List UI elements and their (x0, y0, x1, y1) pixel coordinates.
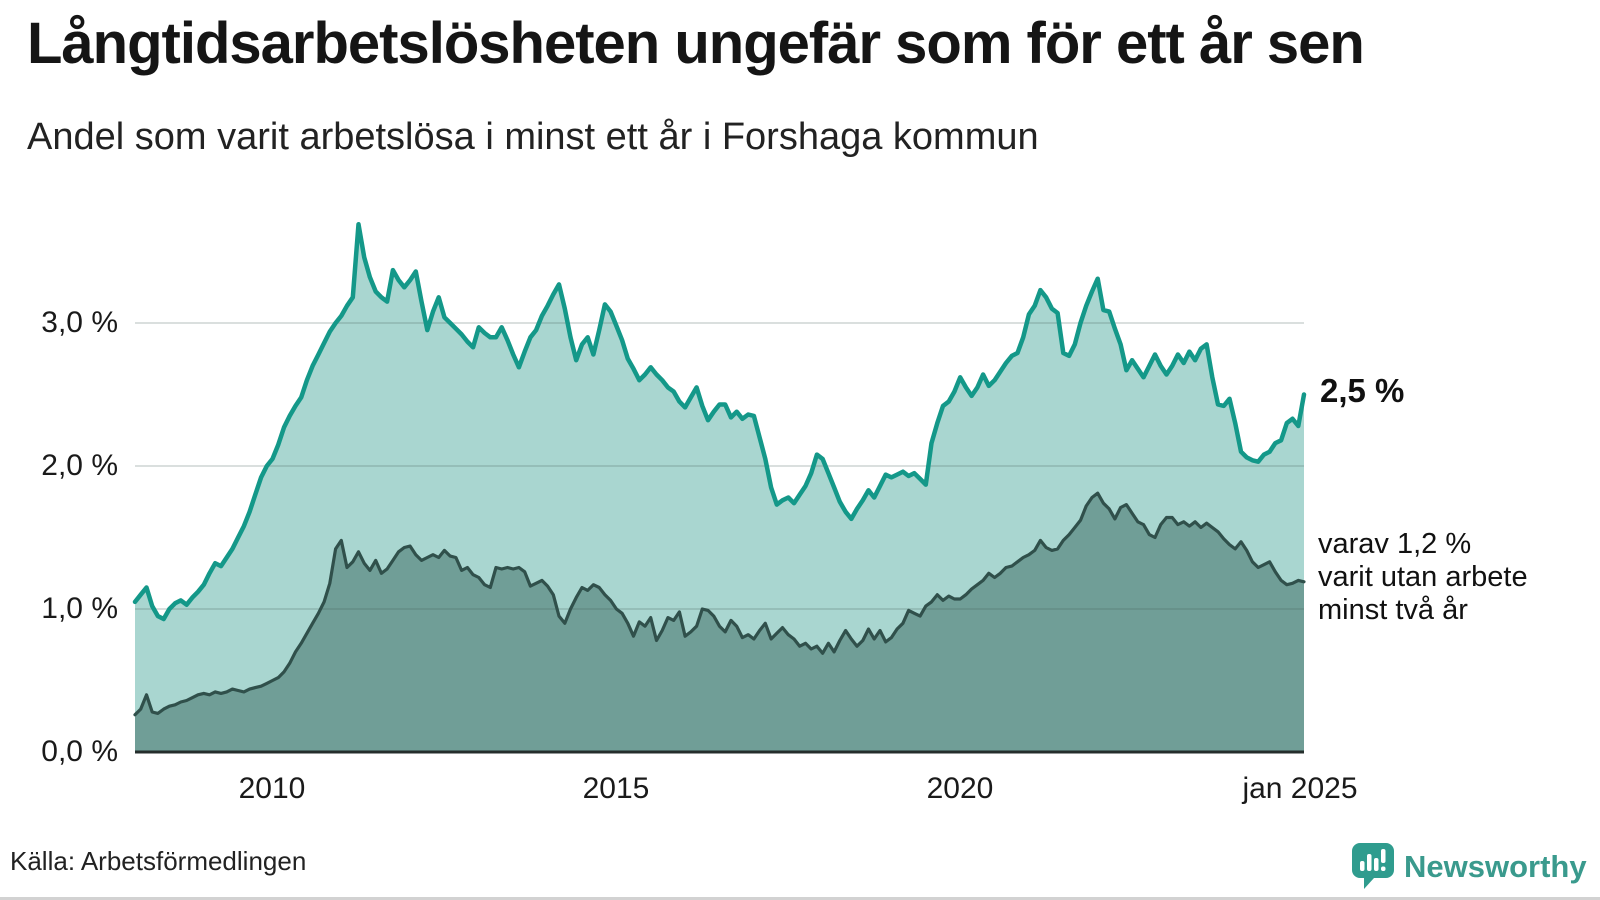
page-title: Långtidsarbetslösheten ungefär som för e… (27, 11, 1365, 76)
x-axis-label-jan-2025: jan 2025 (1242, 772, 1358, 805)
newsworthy-wordmark: Newsworthy (1404, 849, 1587, 884)
source-note: Källa: Arbetsförmedlingen (10, 846, 307, 876)
latest-value-total-label: 2,5 % (1320, 372, 1405, 409)
x-axis-label-2015: 2015 (582, 772, 650, 805)
y-axis-label-1: 1,0 % (41, 592, 118, 625)
latest-value-two-year-label: varav 1,2 % varit utan arbete minst två … (1318, 528, 1528, 627)
bottom-divider (0, 897, 1600, 900)
page-subtitle: Andel som varit arbetslösa i minst ett å… (27, 116, 1039, 158)
two-year-label-line-3: minst två år (1318, 594, 1468, 626)
newsworthy-bubble-chart-icon (1352, 843, 1394, 889)
line-total (132, 222, 1307, 622)
x-axis-label-2010: 2010 (238, 772, 306, 805)
y-axis-label-0: 0,0 % (41, 735, 118, 768)
x-axis-label-2020: 2020 (926, 772, 994, 805)
newsworthy-logo: Newsworthy (1352, 843, 1587, 891)
line-two-year (133, 491, 1306, 717)
y-axis-label-2: 2,0 % (41, 449, 118, 482)
two-year-label-line-1: varav 1,2 % (1318, 528, 1472, 560)
y-axis-label-3: 3,0 % (41, 306, 118, 339)
two-year-label-line-2: varit utan arbete (1318, 561, 1528, 593)
